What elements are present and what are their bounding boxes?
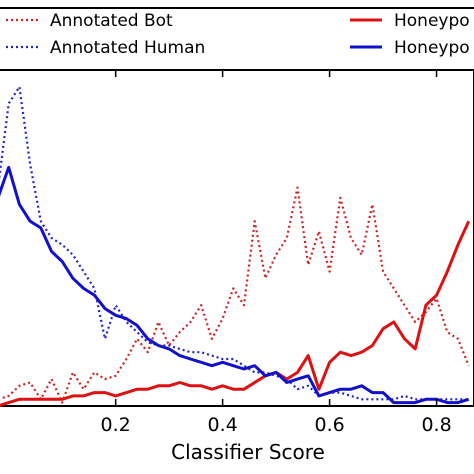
x-axis-title: Classifier Score — [171, 440, 325, 464]
x-tick-label: 0.2 — [101, 414, 131, 436]
legend-label: Annotated Human — [50, 38, 205, 58]
series-line-2 — [0, 85, 469, 401]
plot-area: 0.2 0.4 0.6 0.8 — [0, 69, 474, 436]
legend-item: Annotated Human — [6, 38, 205, 58]
legend: Annotated Bot Annotated Human Honeypo Honey… — [0, 7, 474, 71]
legend-frame — [0, 7, 474, 71]
legend-item: Honeypo — [350, 11, 470, 31]
legend-item: Annotated Bot — [6, 11, 173, 31]
legend-label: Honeypo — [394, 38, 470, 58]
series-line-3 — [0, 220, 471, 407]
series-lines — [0, 85, 471, 407]
x-tick-label: 0.6 — [314, 414, 344, 436]
legend-item: Honeypo — [350, 38, 470, 58]
x-tick-label: 0.4 — [208, 414, 238, 436]
series-line-4 — [0, 165, 470, 405]
x-axis-ticks: 0.2 0.4 0.6 0.8 — [101, 70, 452, 436]
legend-label: Honeypo — [394, 11, 470, 31]
series-line-1 — [0, 186, 470, 404]
legend-label: Annotated Bot — [50, 11, 173, 31]
x-tick-label: 0.8 — [421, 414, 451, 436]
plot-frame — [0, 69, 474, 407]
